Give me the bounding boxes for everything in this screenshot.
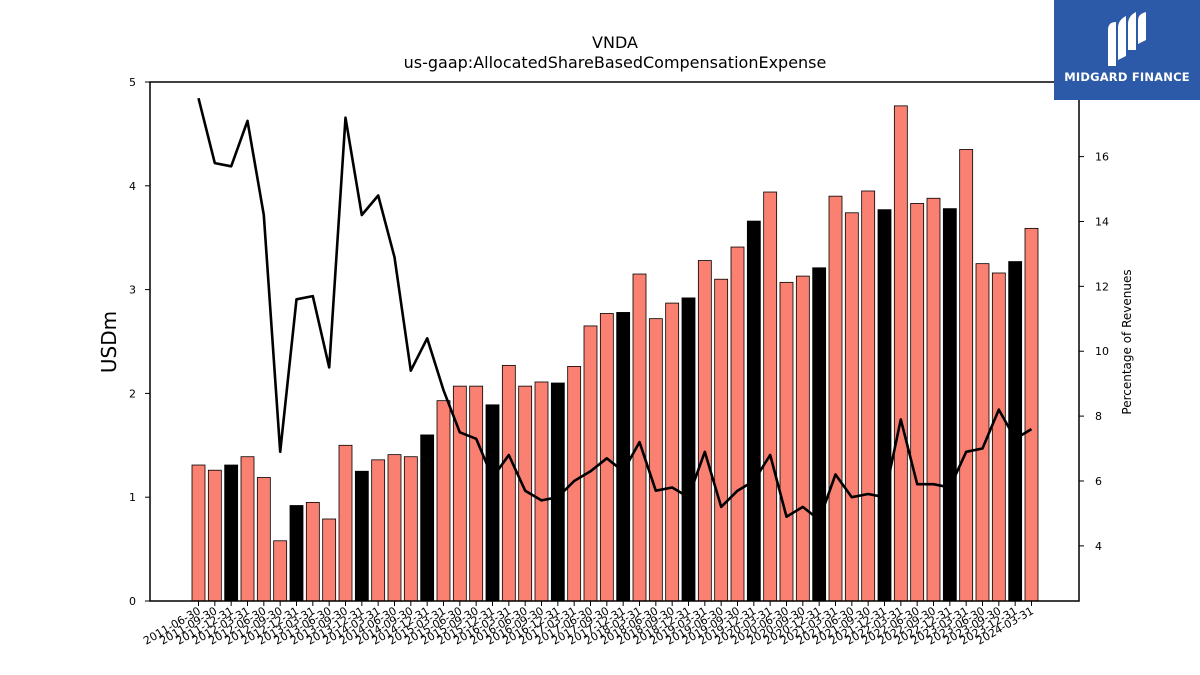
bar-2014-12-31 (420, 434, 435, 602)
midgard-m-icon (1108, 12, 1146, 66)
bar-2012-03-31 (240, 456, 255, 602)
bar-2012-12-31 (289, 505, 304, 602)
bar-2020-09-30 (795, 275, 810, 602)
bar-2016-09-30 (534, 381, 549, 602)
y-tick-label: 1 (129, 491, 136, 504)
bar-2021-12-31 (877, 209, 892, 602)
bar-2012-09-30 (273, 540, 288, 602)
bar-2020-03-31 (763, 191, 778, 602)
bar-2013-09-30 (338, 444, 353, 602)
y-tick-label: 0 (129, 595, 136, 608)
y2-tick-label: 6 (1095, 475, 1102, 488)
bar-2019-12-31 (746, 220, 761, 602)
bar-2021-06-30 (844, 212, 859, 602)
y2-tick-label: 12 (1095, 280, 1109, 293)
bar-2018-12-31 (681, 297, 696, 602)
bar-2011-12-31 (224, 464, 239, 602)
x-axis: 2011-06-302011-09-302011-12-312012-03-31… (141, 601, 1036, 648)
bar-2016-03-31 (501, 364, 516, 602)
y-axis-right: 4 6 8 10 12 14 16 (1079, 151, 1109, 553)
bar-2019-06-30 (714, 278, 729, 602)
bar-2015-09-30 (469, 385, 484, 602)
bar-2017-12-31 (616, 312, 631, 602)
bar-2019-03-31 (697, 260, 712, 602)
bar-2015-03-31 (436, 400, 451, 602)
bar-2024-03-31 (1024, 227, 1039, 602)
chart-title: VNDA (592, 33, 638, 52)
bar-2013-12-31 (354, 470, 369, 602)
bar-2015-12-31 (485, 404, 500, 602)
bar-2011-06-30 (191, 464, 206, 602)
percentage-of-revenues-line (197, 97, 1033, 522)
y2-tick-label: 14 (1095, 215, 1109, 228)
bar-2011-09-30 (207, 469, 222, 602)
y-tick-label: 4 (129, 180, 136, 193)
bar-2020-06-30 (779, 281, 794, 602)
y-tick-label: 2 (129, 387, 136, 400)
plot-frame (149, 81, 1080, 602)
bar-2021-03-31 (828, 195, 843, 602)
y-tick-label: 3 (129, 284, 136, 297)
bar-2018-09-30 (665, 302, 680, 602)
bar-2021-09-30 (861, 190, 876, 602)
y-tick-label: 5 (129, 76, 136, 89)
bar-2013-03-31 (305, 501, 320, 602)
bar-2013-06-30 (322, 518, 337, 602)
y-axis-label: USDm (97, 311, 121, 373)
y2-tick-label: 10 (1095, 345, 1109, 358)
y2-tick-label: 16 (1095, 151, 1109, 164)
bar-2022-03-31 (893, 105, 908, 602)
bar-2014-06-30 (387, 454, 402, 602)
bar-2023-06-30 (975, 263, 990, 602)
bar-2014-09-30 (403, 456, 418, 602)
bar-2020-12-31 (812, 267, 827, 602)
bar-2017-06-30 (583, 325, 598, 602)
line-series (197, 97, 1033, 522)
bar-2019-09-30 (730, 246, 745, 602)
y-axis-left: 0 1 2 3 4 5 (129, 76, 150, 608)
bar-2018-06-30 (648, 318, 663, 602)
bar-2023-09-30 (991, 272, 1006, 602)
bar-2018-03-31 (632, 273, 647, 602)
brand-logo: MIDGARD FINANCE (1054, 0, 1200, 100)
y2-axis-label: Percentage of Revenues (1120, 269, 1134, 414)
bar-2023-03-31 (959, 149, 974, 602)
bar-2014-03-31 (371, 459, 386, 602)
bar-2012-06-30 (256, 477, 271, 602)
bar-2022-06-30 (910, 203, 925, 602)
brand-name: MIDGARD FINANCE (1064, 70, 1190, 84)
bar-2022-09-30 (926, 197, 941, 602)
y2-tick-label: 4 (1095, 540, 1102, 553)
bar-2022-12-31 (942, 208, 957, 602)
chart-subtitle: us-gaap:AllocatedShareBasedCompensationE… (404, 53, 827, 72)
y2-tick-label: 8 (1095, 410, 1102, 423)
bar-series (191, 105, 1039, 602)
